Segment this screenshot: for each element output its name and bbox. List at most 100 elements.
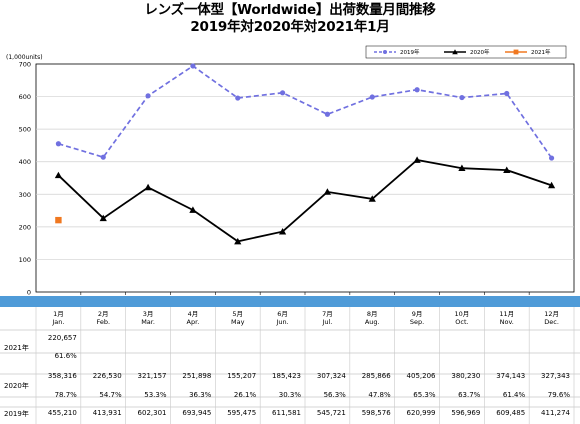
data-point-3 (55, 216, 62, 224)
month-en: Feb. (96, 318, 111, 326)
table-cell: 620,999 (406, 409, 436, 417)
table-cell: 609,485 (496, 409, 526, 417)
legend-label-3: 2021年 (531, 48, 551, 56)
chart-title-line1: レンズ一体型【Worldwide】出荷数量月間推移 (144, 2, 436, 18)
table-cell: 602,301 (137, 409, 167, 417)
ratio-cell: 36.3% (189, 391, 212, 399)
data-point-1 (190, 63, 196, 69)
table-cell: 380,230 (451, 372, 481, 380)
month-en: May (231, 318, 245, 326)
month-jp: 7月 (322, 310, 333, 318)
month-en: Jan. (52, 318, 65, 326)
y-unit-label: (1,000units) (6, 54, 43, 61)
month-en: Sep. (409, 318, 425, 326)
table-cell: 455,210 (47, 409, 77, 417)
y-tick-label: 400 (19, 158, 31, 166)
table-cell: 307,324 (316, 372, 346, 380)
y-tick-label: 300 (19, 191, 31, 199)
month-header: 6月 Jun. (263, 310, 303, 326)
ratio-cell: 63.7% (458, 391, 481, 399)
table-cell: 220,657 (47, 334, 77, 342)
table-cell: 405,206 (406, 372, 436, 380)
month-header: 7月 Jul. (307, 310, 347, 326)
ratio-cell: 26.1% (233, 391, 257, 399)
table-cell: 598,576 (361, 409, 391, 417)
table-cell: 155,207 (227, 372, 257, 380)
row-label: 2019年 (4, 410, 29, 418)
month-header: 11月 Nov. (487, 310, 527, 326)
table-cell: 358,316 (47, 372, 77, 380)
ratio-cell: 47.8% (368, 391, 391, 399)
month-en: Oct. (455, 318, 469, 326)
data-point-1 (459, 94, 465, 101)
month-jp: 5月 (232, 310, 244, 318)
table-cell: 374,143 (496, 372, 526, 380)
month-header: 1月 Jan. (38, 310, 78, 326)
data-point-2 (54, 171, 63, 179)
table-cell: 596,969 (451, 409, 481, 417)
legend-marker-1 (383, 50, 387, 54)
table-cell: 285,866 (361, 372, 391, 380)
row-label: 2021年 (4, 344, 29, 352)
month-jp: 10月 (454, 310, 470, 318)
ratio-cell: 53.3% (144, 391, 167, 399)
ratio-cell: 61.4% (502, 391, 526, 399)
y-tick-label: 600 (19, 93, 31, 101)
data-point-1 (548, 155, 555, 161)
month-jp: 9月 (411, 310, 423, 318)
ratio-cell: 61.6% (54, 352, 77, 360)
data-point-2 (503, 166, 511, 174)
data-point-2 (99, 214, 107, 222)
month-header: 5月 May (218, 310, 258, 326)
data-point-2 (323, 188, 332, 195)
ratio-cell: 78.7% (54, 391, 77, 399)
ratio-cell: 54.7% (99, 391, 122, 399)
chart-title: レンズ一体型【Worldwide】出荷数量月間推移 2019年対2020年対20… (0, 2, 580, 36)
table-cell: 595,475 (227, 409, 257, 417)
y-tick-label: 0 (27, 289, 31, 297)
table-cell: 327,343 (541, 372, 570, 380)
legend-marker-2 (452, 49, 458, 55)
legend-marker-3 (513, 49, 519, 55)
legend-label-2: 2020年 (470, 48, 490, 56)
table-cell: 413,931 (92, 409, 122, 417)
table-cell: 226,530 (92, 372, 122, 380)
data-point-1 (235, 95, 241, 101)
month-header: 2月 Feb. (83, 310, 123, 326)
table-cell: 611,581 (272, 409, 301, 417)
data-point-1 (369, 94, 375, 100)
table-cell: 693,945 (182, 409, 212, 417)
month-en: Jun. (276, 318, 289, 326)
month-header: 10月 Oct. (442, 310, 482, 326)
data-point-1 (145, 93, 151, 99)
table-cell: 185,423 (272, 372, 301, 380)
y-tick-label: 200 (19, 223, 31, 231)
month-en: Jul. (322, 318, 333, 326)
month-jp: 12月 (544, 310, 559, 318)
data-point-1 (504, 90, 510, 97)
month-jp: 11月 (499, 310, 515, 318)
data-point-2 (144, 183, 152, 191)
data-point-2 (189, 206, 197, 213)
month-jp: 1月 (53, 310, 64, 318)
month-en: Nov. (499, 318, 514, 326)
series-line-1 (58, 64, 553, 159)
table-cell: 321,157 (137, 372, 167, 380)
month-jp: 8月 (366, 310, 378, 318)
legend-label-1: 2019年 (400, 48, 420, 56)
table-cell: 545,721 (316, 409, 346, 417)
plot-area (35, 63, 575, 293)
y-tick-label: 100 (19, 256, 31, 264)
data-point-2 (458, 164, 466, 172)
legend-box (365, 45, 567, 59)
y-tick-label: 500 (19, 126, 31, 134)
month-en: Aug. (364, 318, 380, 326)
table-cell: 411,274 (541, 409, 570, 417)
chart-title-line2: 2019年対2020年対2021年1月 (190, 19, 390, 35)
data-point-2 (234, 237, 242, 245)
series-line-2 (57, 159, 552, 243)
table-cell: 251,898 (182, 372, 212, 380)
month-jp: 2月 (97, 310, 109, 318)
month-header: 8月 Aug. (352, 310, 392, 326)
ratio-cell: 79.6% (547, 391, 570, 399)
